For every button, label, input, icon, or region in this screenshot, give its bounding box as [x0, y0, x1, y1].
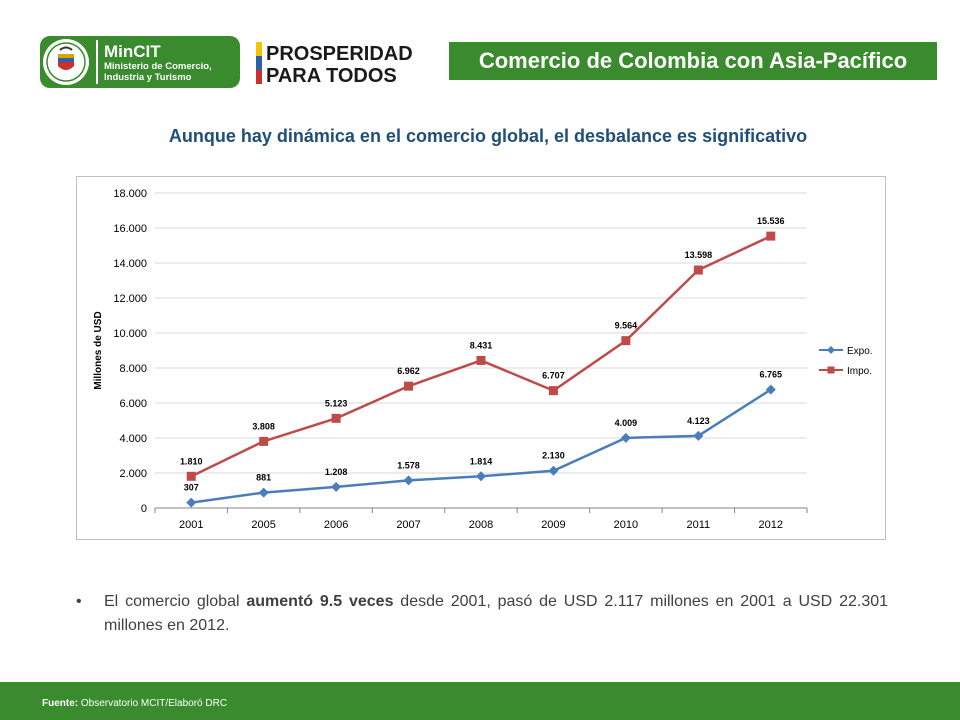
bullet-text-part1: El comercio global — [104, 593, 247, 610]
data-point-impo — [693, 265, 703, 275]
y-tick-label: 8.000 — [119, 363, 147, 375]
data-point-expo — [331, 481, 342, 492]
mincit-logo: MinCIT Ministerio de Comercio, Industria… — [40, 36, 240, 88]
mincit-line2: Industria y Turismo — [104, 72, 192, 83]
prosperidad-logo: PROSPERIDAD PARA TODOS — [256, 40, 428, 87]
x-tick-label: 2009 — [541, 519, 565, 531]
data-point-impo — [404, 381, 414, 391]
y-tick-label: 0 — [141, 503, 147, 515]
data-label: 6.765 — [760, 370, 783, 380]
series-line-expo — [191, 388, 772, 504]
mincit-name: MinCIT — [104, 42, 161, 61]
x-tick-label: 2012 — [759, 519, 783, 531]
x-tick-label: 2008 — [469, 519, 493, 531]
data-label: 9.564 — [615, 321, 638, 331]
data-point-expo — [403, 475, 414, 486]
data-point-impo — [548, 386, 558, 396]
data-point-impo — [186, 471, 196, 481]
data-label: 1.810 — [180, 456, 203, 466]
prosperidad-line2: PARA TODOS — [266, 65, 397, 86]
bullet-text-bold: aumentó 9.5 veces — [246, 593, 394, 610]
data-label: 6.707 — [542, 371, 565, 381]
data-label: 307 — [184, 483, 199, 493]
y-axis-label: Millones de USD — [93, 311, 104, 389]
y-tick-label: 2.000 — [119, 468, 147, 480]
y-tick-label: 16.000 — [113, 223, 147, 235]
y-tick-label: 10.000 — [113, 328, 147, 340]
x-tick-label: 2007 — [396, 519, 420, 531]
data-label: 4.009 — [615, 418, 638, 428]
data-point-expo — [765, 384, 776, 395]
mincit-line1: Ministerio de Comercio, — [104, 61, 212, 72]
legend-label: Expo. — [847, 346, 873, 357]
legend-marker — [827, 346, 835, 354]
data-label: 13.598 — [685, 250, 713, 260]
data-label: 15.536 — [757, 216, 785, 226]
data-label: 5.123 — [325, 398, 348, 408]
data-point-impo — [331, 413, 341, 423]
chart-container: 0 2.000 4.000 6.000 8.000 10.000 12.000 14.000 1… — [76, 176, 886, 540]
y-tick-label: 14.000 — [113, 258, 147, 270]
prosperidad-line1: PROSPERIDAD — [266, 43, 413, 65]
data-point-expo — [620, 432, 631, 443]
data-point-expo — [476, 471, 486, 482]
data-label: 1.208 — [325, 467, 348, 477]
y-tick-label: 12.000 — [113, 293, 147, 305]
page-title: Comercio de Colombia con Asia-Pacífico — [449, 42, 937, 80]
bullet-point: • El comercio global aumentó 9.5 veces d… — [76, 590, 888, 638]
footer-label: Fuente: — [42, 698, 79, 709]
data-point-impo — [621, 336, 631, 346]
data-label: 8.431 — [470, 340, 493, 350]
data-label: 6.962 — [397, 366, 420, 376]
line-chart: 0 2.000 4.000 6.000 8.000 10.000 12.000 14.000 1… — [93, 188, 873, 531]
data-point-expo — [693, 430, 704, 441]
y-tick-label: 4.000 — [119, 433, 147, 445]
x-tick-label: 2006 — [324, 519, 348, 531]
x-tick-label: 2005 — [251, 519, 275, 531]
y-tick-label: 18.000 — [113, 188, 147, 200]
data-point-expo — [258, 487, 269, 498]
data-label: 2.130 — [542, 451, 565, 461]
x-tick-label: 2001 — [179, 519, 203, 531]
chart-subtitle: Aunque hay dinámica en el comercio globa… — [168, 126, 808, 146]
legend-label: Impo. — [847, 366, 872, 377]
data-point-impo — [766, 231, 776, 241]
data-label: 1.578 — [397, 460, 420, 470]
bullet-text-part2: desde 2001, pasó de USD 2.117 millones e… — [104, 593, 889, 634]
data-point-expo — [548, 465, 559, 476]
data-label: 3.808 — [252, 421, 275, 431]
data-point-impo — [259, 436, 269, 446]
data-label: 1.814 — [470, 456, 493, 466]
footer-source: Fuente: Observatorio MCIT/Elaboró DRC — [42, 698, 227, 709]
bullet-marker: • — [76, 593, 82, 610]
footer-text: Observatorio MCIT/Elaboró DRC — [78, 698, 228, 709]
footer-bar: Fuente: Observatorio MCIT/Elaboró DRC — [0, 682, 960, 720]
data-point-expo — [186, 497, 197, 508]
legend-marker — [827, 366, 835, 374]
x-tick-label: 2010 — [614, 519, 638, 531]
bullet-text: El comercio global aumentó 9.5 veces des… — [104, 590, 888, 638]
data-label: 4.123 — [687, 416, 710, 426]
x-tick-label: 2011 — [687, 519, 711, 531]
data-point-impo — [476, 355, 486, 365]
data-label: 881 — [256, 473, 271, 483]
y-tick-label: 6.000 — [119, 398, 147, 410]
